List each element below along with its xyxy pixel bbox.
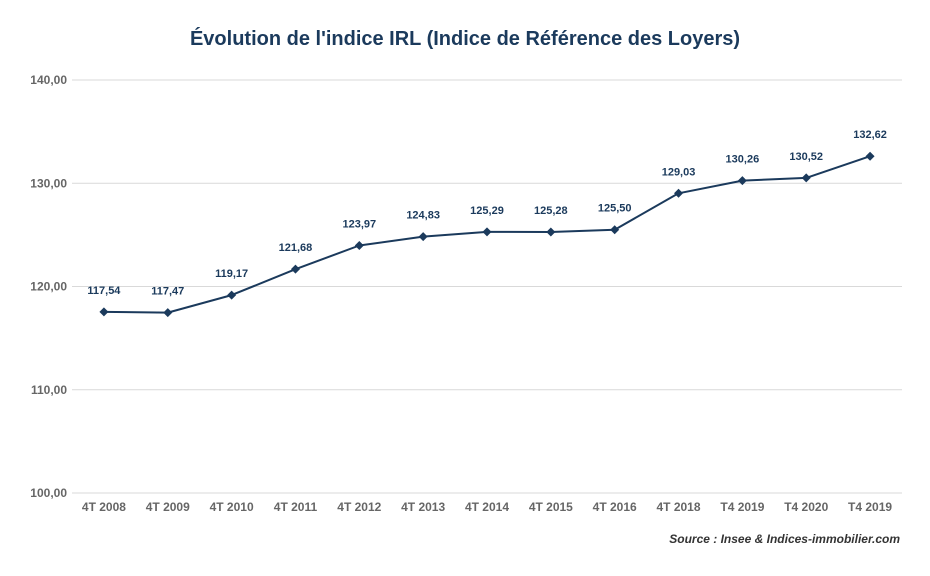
x-tick-label: T4 2020 xyxy=(784,500,828,514)
data-point xyxy=(482,227,492,237)
data-label: 124,83 xyxy=(406,210,440,222)
data-point xyxy=(163,308,173,318)
data-label: 130,52 xyxy=(789,151,823,163)
data-label: 129,03 xyxy=(662,166,696,178)
data-label: 125,28 xyxy=(534,205,568,217)
x-tick-label: 4T 2011 xyxy=(274,500,318,514)
data-label: 119,17 xyxy=(215,268,248,280)
x-tick-label: T4 2019 xyxy=(720,500,764,514)
data-label: 117,54 xyxy=(87,285,121,297)
data-label: 125,29 xyxy=(470,205,504,217)
x-tick-label: 4T 2016 xyxy=(593,500,637,514)
data-label: 123,97 xyxy=(342,219,376,231)
x-tick-label: 4T 2013 xyxy=(401,500,445,514)
y-tick-label: 130,00 xyxy=(30,176,67,190)
x-tick-label: 4T 2012 xyxy=(337,500,381,514)
data-point xyxy=(865,151,875,161)
x-tick-label: 4T 2010 xyxy=(210,500,254,514)
x-tick-label: 4T 2014 xyxy=(465,500,509,514)
y-tick-label: 140,00 xyxy=(30,73,67,87)
x-tick-label: 4T 2015 xyxy=(529,500,573,514)
x-tick-label: 4T 2009 xyxy=(146,500,190,514)
source-note: Source : Insee & Indices-immobilier.com xyxy=(669,532,900,546)
data-point xyxy=(418,232,428,242)
x-tick-label: T4 2019 xyxy=(848,500,892,514)
x-tick-label: 4T 2008 xyxy=(82,500,126,514)
x-tick-label: 4T 2018 xyxy=(657,500,701,514)
data-point xyxy=(546,227,556,237)
chart-title: Évolution de l'indice IRL (Indice de Réf… xyxy=(189,28,741,50)
data-point xyxy=(610,225,620,235)
data-label: 125,50 xyxy=(598,203,632,215)
data-label: 130,26 xyxy=(726,154,760,166)
y-tick-label: 100,00 xyxy=(30,486,67,500)
data-point xyxy=(99,307,109,317)
y-tick-label: 110,00 xyxy=(31,383,67,397)
data-point xyxy=(674,188,684,198)
data-point xyxy=(354,241,364,251)
data-label: 121,68 xyxy=(279,242,313,254)
data-point xyxy=(737,176,747,186)
data-point xyxy=(801,173,811,183)
data-label: 117,47 xyxy=(151,286,184,298)
data-label: 132,62 xyxy=(853,129,887,141)
data-point xyxy=(227,290,237,300)
data-point xyxy=(290,264,300,274)
y-tick-label: 120,00 xyxy=(30,280,67,294)
